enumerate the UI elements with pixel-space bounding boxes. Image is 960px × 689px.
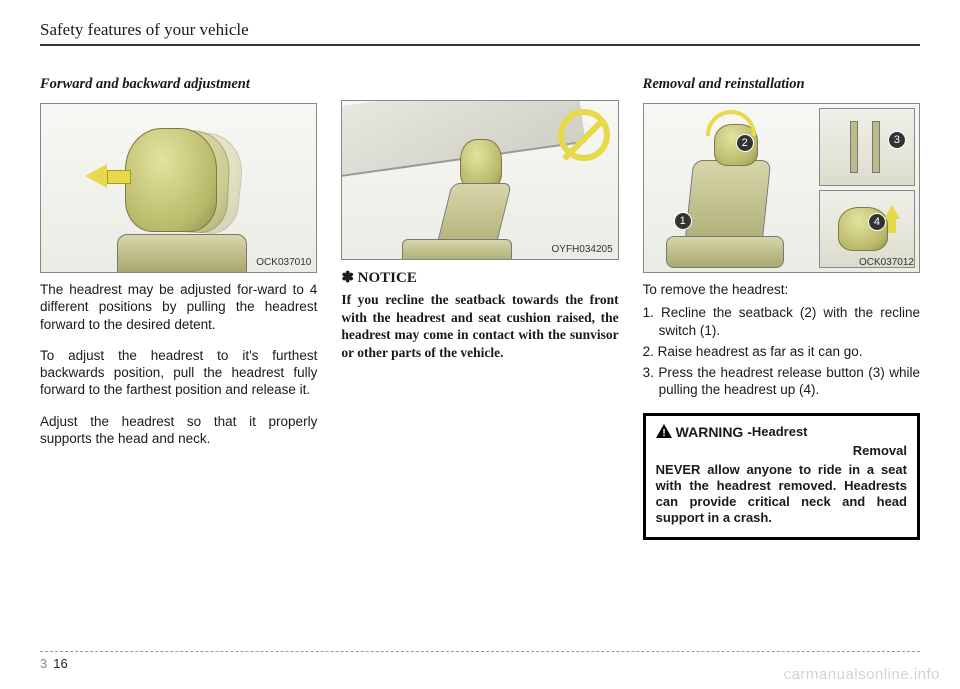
chapter-title: Safety features of your vehicle [40, 20, 249, 40]
callout-1: 1 [674, 212, 692, 230]
removal-intro: To remove the headrest: [643, 281, 920, 298]
notice-heading: ✽ NOTICE [341, 268, 618, 287]
page-number: 16 [53, 656, 67, 671]
figure-label-1: OCK037010 [256, 257, 311, 268]
svg-text:!: ! [662, 428, 665, 438]
para-adjust-forward: The headrest may be adjusted for-ward to… [40, 281, 317, 333]
warning-sub1: Headrest [752, 424, 907, 439]
para-support-head: Adjust the headrest so that it properly … [40, 413, 317, 448]
chapter-number: 3 [40, 656, 47, 671]
figure-headrest-removal: 1 2 3 4 OCK037012 [643, 103, 920, 273]
watermark: carmanualsonline.info [784, 666, 940, 683]
callout-2: 2 [736, 134, 754, 152]
figure-recline-notice: OYFH034205 [341, 100, 618, 260]
figure-label-2: OYFH034205 [552, 244, 613, 255]
warning-sub2: Removal [656, 443, 907, 458]
notice-body: If you recline the seatback towards the … [341, 291, 618, 361]
removal-steps: 1. Recline the seatback (2) with the rec… [643, 304, 920, 398]
warning-word: WARNING - [676, 424, 752, 440]
callout-3: 3 [888, 131, 906, 149]
column-middle: OYFH034205 ✽ NOTICE If you recline the s… [341, 76, 618, 540]
step-1: 1. Recline the seatback (2) with the rec… [643, 304, 920, 339]
column-right: Removal and reinstallation 1 2 3 [643, 76, 920, 540]
figure-label-3: OCK037012 [859, 257, 914, 268]
subhead-removal: Removal and reinstallation [643, 76, 920, 93]
step-2: 2. Raise headrest as far as it can go. [643, 343, 920, 360]
para-adjust-backward: To adjust the headrest to it's furthest … [40, 347, 317, 399]
column-left: Forward and backward adjustment OCK03701… [40, 76, 317, 540]
warning-heading: ! WARNING - Headrest [656, 424, 907, 441]
step-3: 3. Press the headrest release button (3)… [643, 364, 920, 399]
header-bar: Safety features of your vehicle [40, 20, 920, 46]
content-columns: Forward and backward adjustment OCK03701… [40, 76, 920, 540]
warning-body: NEVER allow anyone to ride in a seat wit… [656, 462, 907, 527]
warning-box: ! WARNING - Headrest Removal NEVER allow… [643, 413, 920, 540]
subhead-forward-backward: Forward and backward adjustment [40, 76, 317, 93]
figure-headrest-adjust: OCK037010 [40, 103, 317, 273]
warning-icon: ! [656, 424, 672, 441]
callout-4: 4 [868, 213, 886, 231]
prohibit-icon [558, 109, 610, 161]
